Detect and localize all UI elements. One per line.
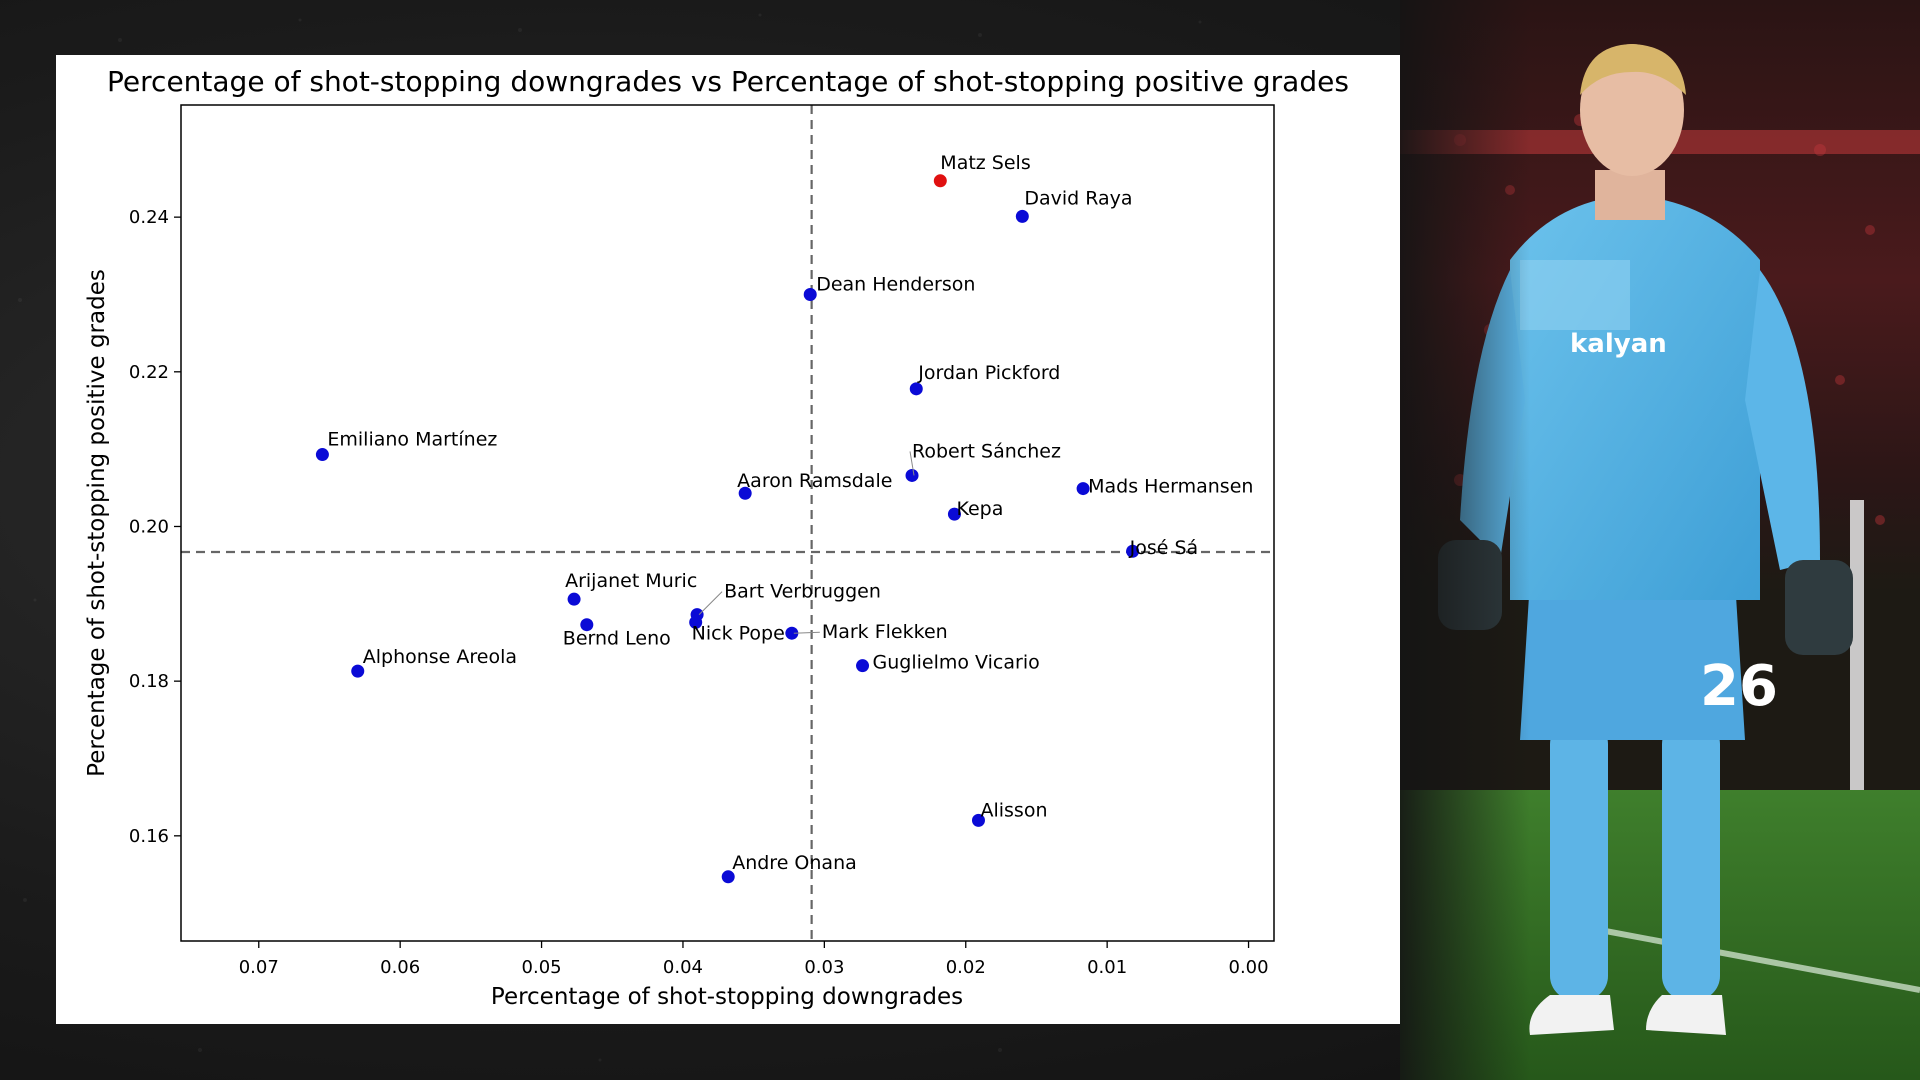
point-jos-s- <box>1126 544 1140 558</box>
y-tick-label: 0.16 <box>129 826 169 847</box>
y-tick-label: 0.18 <box>129 671 169 692</box>
plot-frame <box>180 104 1275 942</box>
label-alphonse-areola: Alphonse Areola <box>363 646 517 668</box>
y-tick-label: 0.22 <box>129 362 169 383</box>
point-alphonse-areola <box>351 664 365 678</box>
chart-title: Percentage of shot-stopping downgrades v… <box>107 65 1349 98</box>
y-tick-label: 0.20 <box>129 516 169 537</box>
point-mark-flekken <box>785 626 799 640</box>
point-nick-pope <box>689 615 703 629</box>
chart-card: Percentage of shot-stopping downgrades v… <box>56 55 1400 1024</box>
label-nick-pope: Nick Pope <box>692 622 785 644</box>
y-tick-label: 0.24 <box>129 207 169 228</box>
label-leader-line <box>909 451 915 476</box>
point-bernd-leno <box>580 618 594 632</box>
goalkeeper-photo: 26 kalyan <box>1400 0 1920 1080</box>
label-aaron-ramsdale: Aaron Ramsdale <box>737 470 892 492</box>
label-jordan-pickford: Jordan Pickford <box>917 362 1060 384</box>
x-axis-label: Percentage of shot-stopping downgrades <box>491 984 963 1010</box>
point-emiliano-mart-nez <box>315 448 329 462</box>
point-robert-s-nchez <box>905 468 919 482</box>
point-alisson <box>971 813 985 827</box>
point-dean-henderson <box>803 287 817 301</box>
x-tick-label: 0.04 <box>663 957 703 978</box>
label-jos-s-: José Sá <box>1129 537 1199 559</box>
axis-ticks: 0.07 0.06 0.05 0.04 0.03 0.02 0.01 0.00 0.16 0.18… <box>129 207 1269 978</box>
x-tick-label: 0.06 <box>380 957 420 978</box>
label-guglielmo-vicario: Guglielmo Vicario <box>873 652 1040 674</box>
data-points <box>315 174 1140 884</box>
label-kepa: Kepa <box>956 498 1003 520</box>
label-bart-verbruggen: Bart Verbruggen <box>724 581 881 603</box>
x-tick-label: 0.02 <box>946 957 986 978</box>
point-labels: Matz Sels David Raya Dean Henderson Jordan … <box>327 152 1253 874</box>
label-alisson: Alisson <box>980 799 1047 821</box>
point-matz-sels <box>933 174 947 188</box>
label-david-raya: David Raya <box>1024 187 1132 209</box>
point-guglielmo-vicario <box>856 659 870 673</box>
x-tick-label: 0.01 <box>1087 957 1127 978</box>
label-bernd-leno: Bernd Leno <box>563 628 671 650</box>
point-david-raya <box>1015 209 1029 223</box>
x-tick-label: 0.00 <box>1229 957 1269 978</box>
label-leader-line <box>698 591 723 615</box>
label-dean-henderson: Dean Henderson <box>816 273 975 295</box>
x-tick-label: 0.03 <box>804 957 844 978</box>
point-arijanet-muric <box>567 592 581 606</box>
x-tick-label: 0.05 <box>522 957 562 978</box>
label-emiliano-mart-nez: Emiliano Martínez <box>327 429 497 451</box>
label-andre-onana: Andre Onana <box>732 852 857 874</box>
point-aaron-ramsdale <box>738 486 752 500</box>
label-mads-hermansen: Mads Hermansen <box>1088 476 1253 498</box>
point-mads-hermansen <box>1076 482 1090 496</box>
label-mark-flekken: Mark Flekken <box>822 621 948 643</box>
label-matz-sels: Matz Sels <box>940 152 1030 174</box>
point-andre-onana <box>721 870 735 884</box>
scatter-chart: Percentage of shot-stopping downgrades v… <box>84 65 1349 1010</box>
label-robert-s-nchez: Robert Sánchez <box>912 440 1061 462</box>
reference-lines <box>181 105 1274 941</box>
label-leader-line <box>793 631 820 634</box>
point-kepa <box>947 507 961 521</box>
x-tick-label: 0.07 <box>239 957 279 978</box>
point-jordan-pickford <box>909 382 923 396</box>
y-axis-label: Percentage of shot-stopping positive gra… <box>84 269 110 777</box>
label-arijanet-muric: Arijanet Muric <box>565 570 697 592</box>
